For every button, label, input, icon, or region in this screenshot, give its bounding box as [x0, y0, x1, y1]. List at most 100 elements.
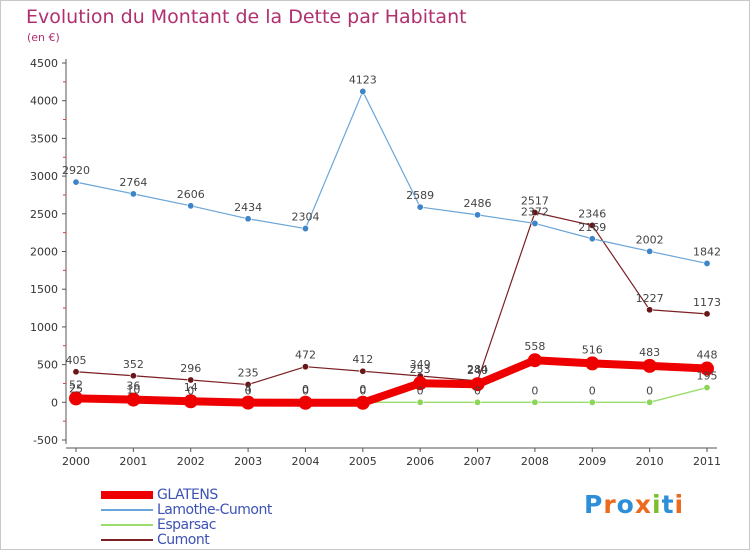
data-point-cumont	[703, 310, 711, 318]
data-label-glatens: 448	[697, 349, 718, 362]
y-tick-label: 1000	[30, 321, 58, 334]
data-label-glatens: 558	[524, 340, 545, 353]
legend-swatch	[101, 523, 153, 526]
data-point-glatens	[700, 361, 714, 376]
data-label-esparsac: 0	[359, 384, 366, 397]
data-point-glatens	[355, 395, 370, 410]
legend-item: Esparsac	[101, 517, 272, 533]
data-point-lamothe-cumont	[72, 178, 80, 186]
data-label-esparsac: 0	[531, 384, 538, 397]
data-label-layer: 405 352 296 235 472 412 349 284 2517 2346 1227 1173…	[62, 73, 721, 397]
data-point-lamothe-cumont	[187, 202, 195, 210]
legend-swatch	[101, 508, 153, 511]
data-point-esparsac	[703, 384, 711, 392]
data-label-cumont: 284	[467, 363, 488, 376]
x-tick-label: 2000	[62, 455, 90, 468]
data-label-lamothe-cumont: 2486	[464, 197, 492, 210]
x-tick-label: 2001	[119, 455, 147, 468]
legend-item: Cumont	[101, 531, 272, 548]
data-label-cumont: 2517	[521, 195, 549, 208]
chart-legend: GLATENS Lamothe-Cumont Esparsac Cumont	[101, 486, 272, 548]
data-point-esparsac	[474, 398, 482, 406]
data-point-cumont	[359, 367, 367, 375]
y-tick-label: 3000	[30, 170, 58, 183]
data-label-lamothe-cumont: 2169	[578, 221, 606, 234]
y-tick-label: -500	[33, 434, 58, 447]
data-label-cumont: 412	[352, 353, 373, 366]
y-tick-label: 2000	[30, 246, 58, 259]
chart-title: Evolution du Montant de la Dette par Hab…	[26, 6, 467, 28]
y-tick-label: 2500	[30, 208, 58, 221]
data-point-lamothe-cumont	[129, 190, 137, 198]
y-tick-label: 500	[37, 359, 58, 372]
data-point-cumont	[244, 381, 252, 389]
series-line-lamothe-cumont	[75, 90, 708, 265]
legend-label: Cumont	[157, 531, 210, 548]
data-point-glatens	[470, 377, 485, 392]
data-label-cumont: 2346	[578, 207, 606, 220]
data-point-esparsac	[646, 398, 654, 406]
y-tick-label: 4500	[30, 57, 58, 70]
data-point-lamothe-cumont	[531, 219, 539, 227]
data-label-glatens: 483	[639, 346, 660, 359]
y-tick-label: 0	[51, 396, 58, 409]
series-line-glatens	[72, 356, 711, 407]
data-label-lamothe-cumont: 2920	[62, 164, 90, 177]
x-tick-label: 2005	[349, 455, 377, 468]
data-label-lamothe-cumont: 2304	[291, 211, 319, 224]
data-point-cumont	[187, 376, 195, 384]
data-label-esparsac: 25	[69, 382, 83, 395]
x-tick-label: 2011	[693, 455, 721, 468]
data-point-glatens	[585, 356, 600, 371]
data-label-lamothe-cumont: 2606	[177, 188, 205, 201]
data-label-esparsac: 195	[697, 370, 718, 383]
data-label-esparsac: 0	[589, 384, 596, 397]
y-tick-label: 1500	[30, 283, 58, 296]
series-layer	[69, 87, 714, 410]
data-point-glatens	[241, 395, 256, 410]
logo-letter: i	[652, 490, 662, 519]
data-point-glatens	[642, 358, 657, 373]
logo-letter: x	[634, 490, 652, 519]
legend-item: GLATENS	[101, 486, 272, 503]
data-point-cumont	[531, 209, 539, 217]
data-label-glatens: 14	[184, 381, 198, 394]
data-point-glatens	[126, 392, 141, 407]
data-label-cumont: 235	[238, 367, 259, 380]
chart-axes: 450040003500300025002000150010005000-500…	[30, 57, 721, 468]
x-tick-label: 2007	[464, 455, 492, 468]
logo-letter: P	[584, 490, 604, 519]
data-label-lamothe-cumont: 2372	[521, 205, 549, 218]
data-label-esparsac: 0	[646, 384, 653, 397]
data-label-glatens: 516	[582, 343, 603, 356]
data-point-lamothe-cumont	[588, 235, 596, 243]
y-tick-label: 3500	[30, 132, 58, 145]
data-label-cumont: 1173	[693, 296, 721, 309]
logo-letter: o	[616, 490, 635, 519]
data-label-glatens: 4	[245, 383, 252, 396]
data-point-glatens	[298, 395, 313, 410]
x-tick-label: 2009	[578, 455, 606, 468]
data-label-cumont: 405	[66, 354, 87, 367]
data-label-cumont: 472	[295, 349, 316, 362]
data-point-lamothe-cumont	[244, 215, 252, 223]
data-label-esparsac: 0	[417, 384, 424, 397]
data-label-glatens: 253	[410, 363, 431, 376]
data-label-esparsac: 0	[302, 384, 309, 397]
data-label-glatens: 0	[359, 383, 366, 396]
data-label-esparsac: 10	[126, 384, 140, 397]
data-point-cumont	[646, 306, 654, 314]
data-point-esparsac	[588, 398, 596, 406]
data-label-cumont: 349	[410, 358, 431, 371]
data-label-glatens: 0	[302, 383, 309, 396]
data-point-cumont	[72, 368, 80, 376]
data-point-cumont	[301, 363, 309, 371]
y-tick-label: 4000	[30, 95, 58, 108]
data-point-esparsac	[416, 398, 424, 406]
data-point-glatens	[413, 376, 428, 391]
legend-label: GLATENS	[157, 486, 218, 503]
data-label-esparsac: 0	[187, 384, 194, 397]
logo-letter: t	[661, 490, 675, 519]
legend-swatch	[101, 490, 153, 499]
